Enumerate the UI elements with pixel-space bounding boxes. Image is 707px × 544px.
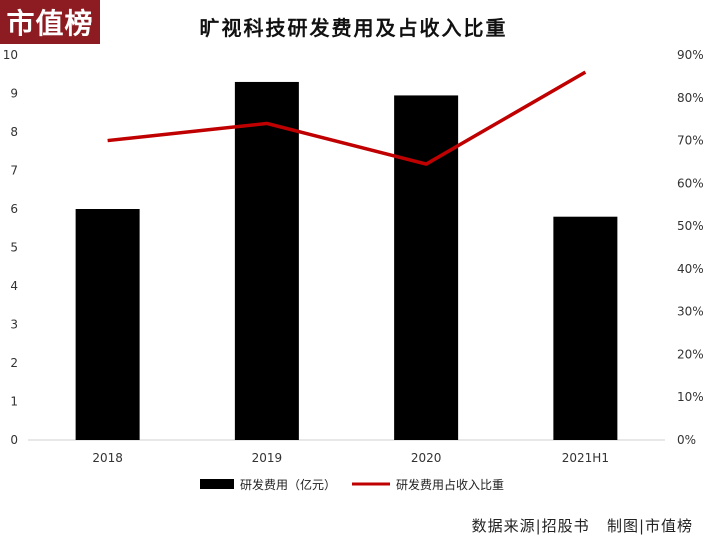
left-tick-label: 5	[10, 241, 18, 255]
right-tick-label: 10%	[677, 390, 704, 404]
credit-text: 制图|市值榜	[606, 517, 693, 535]
source-note: 数据来源|招股书 制图|市值榜	[472, 515, 693, 536]
x-tick-label: 2021H1	[562, 451, 609, 465]
x-axis-ticks: 2018 2019 2020 2021H1	[92, 451, 609, 465]
brand-logo: 市值榜	[0, 0, 100, 44]
legend-label-bar: 研发费用（亿元）	[240, 477, 336, 492]
right-tick-label: 30%	[677, 305, 704, 319]
left-tick-label: 2	[10, 356, 18, 370]
left-tick-label: 0	[10, 433, 18, 447]
left-tick-label: 9	[10, 87, 18, 101]
legend: 研发费用（亿元） 研发费用占收入比重	[200, 477, 504, 492]
right-tick-label: 0%	[677, 433, 696, 447]
right-axis-ticks: 0% 10% 20% 30% 40% 50% 60% 70% 80% 90%	[677, 48, 704, 447]
left-tick-label: 1	[10, 395, 18, 409]
left-tick-label: 6	[10, 202, 18, 216]
left-axis-ticks: 0 1 2 3 4 5 6 7 8 9 10	[3, 48, 18, 447]
right-tick-label: 40%	[677, 262, 704, 276]
left-tick-label: 3	[10, 318, 18, 332]
left-tick-label: 10	[3, 48, 18, 62]
line-series-group	[107, 70, 587, 166]
right-tick-label: 90%	[677, 48, 704, 62]
right-tick-label: 50%	[677, 219, 704, 233]
bar-2019	[234, 81, 299, 440]
chart-title: 旷视科技研发费用及占收入比重	[199, 16, 508, 40]
left-tick-label: 4	[10, 279, 18, 293]
bar-2018	[75, 209, 140, 440]
x-tick-label: 2020	[411, 451, 442, 465]
right-tick-label: 70%	[677, 134, 704, 148]
left-tick-label: 8	[10, 125, 18, 139]
bar-2020	[394, 95, 459, 441]
right-tick-label: 20%	[677, 347, 704, 361]
source-text: 数据来源|招股书	[471, 517, 590, 535]
line-series-ratio	[107, 70, 587, 166]
legend-swatch-bar	[200, 479, 234, 489]
bar-2021H1	[553, 216, 618, 440]
x-tick-label: 2019	[252, 451, 283, 465]
x-tick-label: 2018	[92, 451, 123, 465]
right-tick-label: 80%	[677, 91, 704, 105]
left-tick-label: 7	[10, 164, 18, 178]
right-tick-label: 60%	[677, 176, 704, 190]
legend-label-line: 研发费用占收入比重	[396, 477, 504, 492]
